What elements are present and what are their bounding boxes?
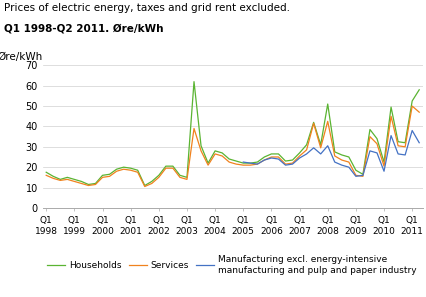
Line: Manufacturing excl. energy-intensive
manufacturing and pulp and paper industry: Manufacturing excl. energy-intensive man… bbox=[158, 130, 418, 176]
Households bbox=[275, 152, 280, 156]
Households bbox=[282, 159, 288, 163]
Text: Prices of electric energy, taxes and grid rent excluded.: Prices of electric energy, taxes and gri… bbox=[4, 3, 290, 13]
Line: Households: Households bbox=[46, 82, 418, 186]
Households bbox=[261, 155, 266, 159]
Services bbox=[416, 110, 421, 114]
Line: Services: Services bbox=[46, 106, 418, 187]
Households bbox=[142, 184, 147, 187]
Manufacturing excl. energy-intensive
manufacturing and pulp and paper industry bbox=[247, 161, 252, 165]
Text: Q1 1998-Q2 2011. Øre/kWh: Q1 1998-Q2 2011. Øre/kWh bbox=[4, 24, 164, 34]
Services bbox=[268, 155, 273, 159]
Households bbox=[198, 144, 203, 148]
Households bbox=[311, 121, 316, 124]
Manufacturing excl. energy-intensive
manufacturing and pulp and paper industry bbox=[268, 156, 273, 160]
Services bbox=[43, 173, 49, 177]
Households bbox=[416, 88, 421, 91]
Services bbox=[254, 162, 259, 166]
Services bbox=[142, 185, 147, 188]
Manufacturing excl. energy-intensive
manufacturing and pulp and paper industry bbox=[261, 158, 266, 162]
Households bbox=[107, 173, 112, 176]
Services bbox=[409, 104, 414, 108]
Services bbox=[275, 155, 280, 159]
Services bbox=[191, 127, 196, 130]
Manufacturing excl. energy-intensive
manufacturing and pulp and paper industry bbox=[416, 141, 421, 145]
Services bbox=[303, 148, 308, 152]
Households bbox=[43, 170, 49, 174]
Services bbox=[107, 175, 112, 178]
Text: Øre/kWh: Øre/kWh bbox=[0, 53, 42, 62]
Legend: Households, Services, Manufacturing excl. energy-intensive
manufacturing and pul: Households, Services, Manufacturing excl… bbox=[47, 255, 415, 275]
Households bbox=[191, 80, 196, 83]
Manufacturing excl. energy-intensive
manufacturing and pulp and paper industry bbox=[296, 156, 302, 160]
